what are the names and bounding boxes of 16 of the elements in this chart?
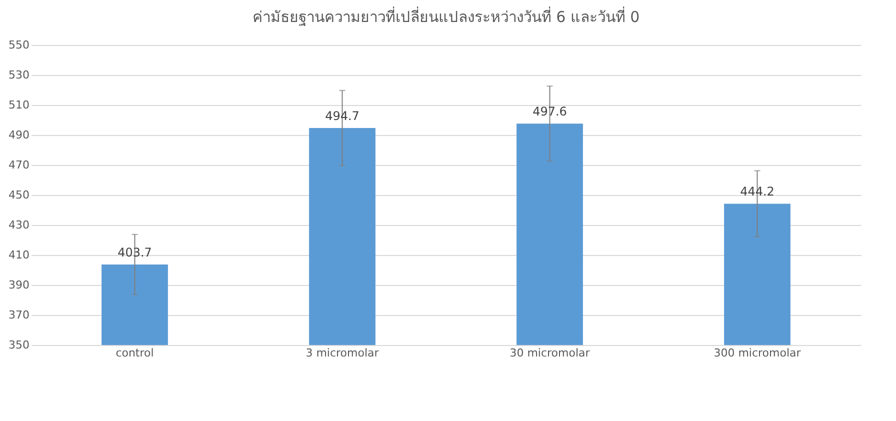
y-tick-label: 450 bbox=[8, 188, 30, 202]
y-tick-label: 550 bbox=[8, 38, 30, 52]
y-tick-label: 370 bbox=[8, 308, 30, 322]
y-tick-label: 510 bbox=[8, 98, 30, 112]
chart-title: ค่ามัธยฐานความยาวที่เปลี่ยนแปลงระหว่างวันที่ 6 และวันที่ 0 bbox=[252, 6, 640, 26]
y-tick-label: 490 bbox=[8, 128, 30, 142]
x-tick-label: 3 micromolar bbox=[306, 346, 380, 360]
x-tick-label: 30 micromolar bbox=[510, 346, 590, 360]
y-tick-label: 430 bbox=[8, 218, 30, 232]
x-tick-label: 300 micromolar bbox=[714, 346, 802, 360]
y-tick-label: 390 bbox=[8, 278, 30, 292]
y-tick-label: 530 bbox=[8, 68, 30, 82]
y-tick-label: 410 bbox=[8, 248, 30, 262]
x-tick-label: control bbox=[116, 346, 154, 360]
y-tick-label: 350 bbox=[8, 338, 30, 352]
y-tick-label: 470 bbox=[8, 158, 30, 172]
